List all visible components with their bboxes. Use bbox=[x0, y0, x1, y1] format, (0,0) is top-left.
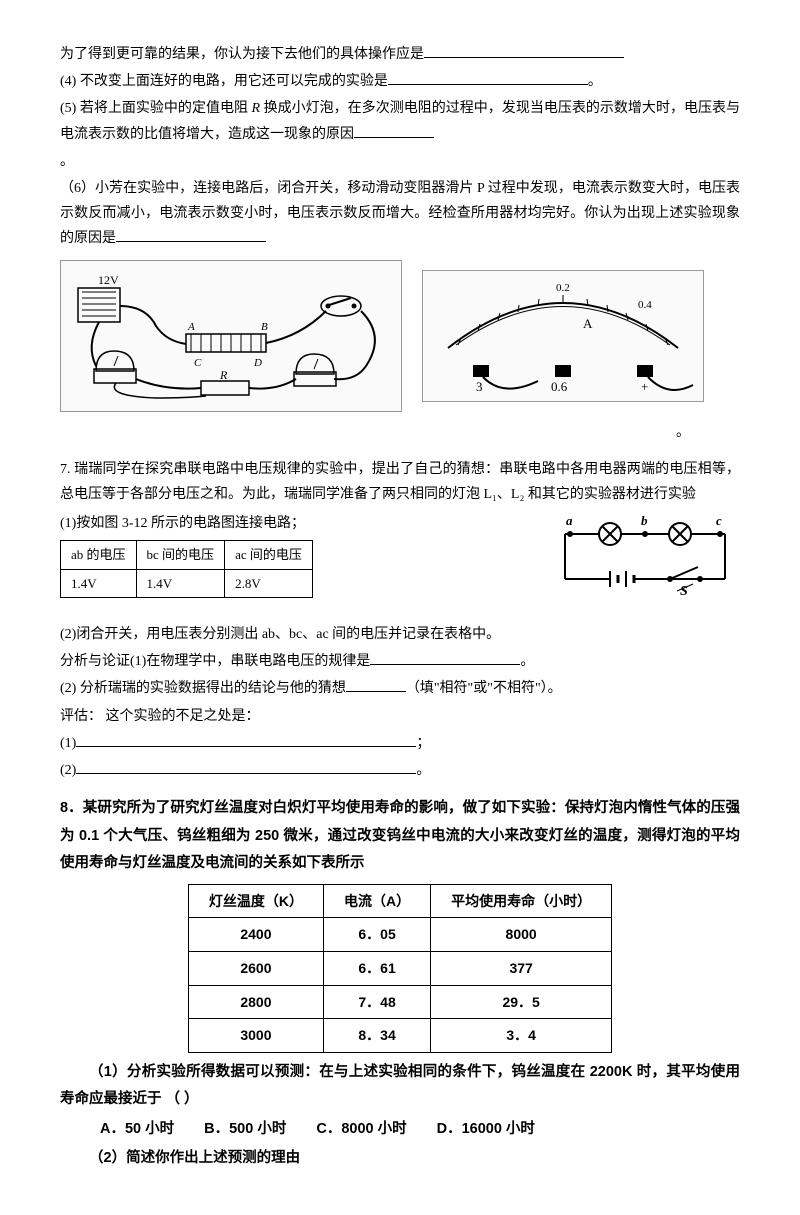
circuit-diagram-left: 12V A B C D bbox=[60, 260, 402, 412]
th: ac 间的电压 bbox=[225, 541, 313, 569]
svg-text:C: C bbox=[194, 357, 202, 369]
q8-intro: 8．某研究所为了研究灯丝温度对白炽灯平均使用寿命的影响，做了如下实验：保持灯泡内… bbox=[60, 795, 740, 878]
switch-icon bbox=[670, 567, 698, 579]
td: 1.4V bbox=[136, 569, 225, 597]
q8-q2: （2）简述你作出上述预测的理由 bbox=[60, 1145, 740, 1173]
q8-block: 8．某研究所为了研究灯丝温度对白炽灯平均使用寿命的影响，做了如下实验：保持灯泡内… bbox=[60, 795, 740, 1173]
blank[interactable] bbox=[354, 123, 434, 138]
svg-text:c: c bbox=[716, 513, 722, 528]
q7-eval: 评估： 这个实验的不足之处是： bbox=[60, 704, 740, 729]
line-q4: (4) 不改变上面连好的电路，用它还可以完成的实验是 。 bbox=[60, 69, 740, 94]
ammeter-icon bbox=[296, 354, 334, 374]
q7-circuit-diagram: a b c S bbox=[550, 509, 740, 599]
table-row: ab 的电压 bc 间的电压 ac 间的电压 bbox=[61, 541, 313, 569]
th: 平均使用寿命（小时） bbox=[431, 884, 612, 918]
line-q6: （6）小芳在实验中，连接电路后，闭合开关，移动滑动变阻器滑片 P 过程中发现，电… bbox=[60, 176, 740, 252]
blank[interactable] bbox=[76, 759, 416, 774]
line-reliable: 为了得到更可靠的结果，你认为接下去他们的具体操作应是 bbox=[60, 42, 740, 67]
th: bc 间的电压 bbox=[136, 541, 225, 569]
terminal-3 bbox=[473, 365, 489, 377]
text: (2) 分析瑞瑞的实验数据得出的结论与他的猜想 bbox=[60, 681, 346, 696]
th: ab 的电压 bbox=[61, 541, 137, 569]
blank[interactable] bbox=[388, 70, 588, 85]
table-row: 灯丝温度（K） 电流（A） 平均使用寿命（小时） bbox=[188, 884, 611, 918]
text: (5) 若将上面实验中的定值电阻 bbox=[60, 101, 252, 116]
th: 电流（A） bbox=[324, 884, 431, 918]
var-r: R bbox=[252, 101, 261, 116]
resistor-icon bbox=[201, 381, 249, 395]
battery-icon bbox=[78, 288, 120, 322]
svg-text:B: B bbox=[261, 321, 268, 333]
blank[interactable] bbox=[76, 732, 416, 747]
text: 为了得到更可靠的结果，你认为接下去他们的具体操作应是 bbox=[60, 47, 424, 62]
q7-ana2: (2) 分析瑞瑞的实验数据得出的结论与他的猜想 （填"相符"或"不相符"）。 bbox=[60, 676, 740, 701]
ammeter-dial: 0.2 0.4 A 3 0.6 + bbox=[422, 270, 704, 402]
q7-sub1: (1)按如图 3-12 所示的电路图连接电路； bbox=[60, 511, 534, 536]
spacer: 。 bbox=[60, 149, 740, 174]
tick-02: 0.2 bbox=[556, 282, 570, 294]
q7-blank1: (1) ； bbox=[60, 731, 740, 756]
semicolon: ； bbox=[416, 736, 430, 751]
th: 灯丝温度（K） bbox=[188, 884, 323, 918]
table-row: 26006．61377 bbox=[188, 951, 611, 985]
q8-q1: （1）分析实验所得数据可以预测：在与上述实验相同的条件下，钨丝温度在 2200K… bbox=[60, 1059, 740, 1114]
table-row: 30008．343．4 bbox=[188, 1019, 611, 1053]
tick-04: 0.4 bbox=[638, 299, 652, 311]
svg-text:+: + bbox=[641, 379, 648, 394]
label: (1) bbox=[60, 736, 76, 751]
label: (2) bbox=[60, 763, 76, 778]
q7-blank2: (2) 。 bbox=[60, 758, 740, 783]
td: 1.4V bbox=[61, 569, 137, 597]
figure-row-q6: 12V A B C D bbox=[60, 260, 740, 412]
voltmeter-icon bbox=[96, 351, 134, 371]
svg-text:a: a bbox=[566, 513, 573, 528]
q7-sub2: (2)闭合开关，用电压表分别测出 ab、bc、ac 间的电压并记录在表格中。 bbox=[60, 622, 740, 647]
blank[interactable] bbox=[370, 650, 520, 665]
terminal-06 bbox=[555, 365, 571, 377]
terminal-plus bbox=[637, 365, 653, 377]
wire bbox=[120, 306, 186, 344]
svg-text:D: D bbox=[253, 357, 262, 369]
blank[interactable] bbox=[116, 227, 266, 242]
option-a[interactable]: A．50 小时 bbox=[100, 1116, 174, 1144]
svg-text:0.6: 0.6 bbox=[551, 379, 568, 394]
svg-text:A: A bbox=[187, 321, 195, 333]
table-row: 1.4V 1.4V 2.8V bbox=[61, 569, 313, 597]
period: 。 bbox=[588, 74, 602, 89]
q7-title: 7. 瑞瑞同学在探究串联电路中电压规律的实验中，提出了自己的猜想：串联电路中各用… bbox=[60, 457, 740, 507]
text: (4) 不改变上面连好的电路，用它还可以完成的实验是 bbox=[60, 74, 388, 89]
table-row: 28007．4829．5 bbox=[188, 985, 611, 1019]
rheostat-icon bbox=[186, 334, 266, 352]
q8-options: A．50 小时 B．500 小时 C．8000 小时 D．16000 小时 bbox=[100, 1116, 740, 1144]
option-c[interactable]: C．8000 小时 bbox=[316, 1116, 406, 1144]
line-q5: (5) 若将上面实验中的定值电阻 R 换成小灯泡，在多次测电阻的过程中，发现当电… bbox=[60, 96, 740, 146]
text: 分析与论证(1)在物理学中，串联电路电压的规律是 bbox=[60, 654, 370, 669]
option-b[interactable]: B．500 小时 bbox=[204, 1116, 286, 1144]
q7-ana1: 分析与论证(1)在物理学中，串联电路电压的规律是 。 bbox=[60, 649, 740, 674]
q7-table: ab 的电压 bc 间的电压 ac 间的电压 1.4V 1.4V 2.8V bbox=[60, 540, 313, 598]
unit-a: A bbox=[583, 316, 593, 331]
svg-text:R: R bbox=[219, 368, 228, 382]
table-row: 24006．058000 bbox=[188, 918, 611, 952]
text: （填"相符"或"不相符"）。 bbox=[406, 681, 562, 696]
blank[interactable] bbox=[424, 43, 624, 58]
td: 2.8V bbox=[225, 569, 313, 597]
svg-text:3: 3 bbox=[476, 379, 483, 394]
option-d[interactable]: D．16000 小时 bbox=[437, 1116, 535, 1144]
label-12v: 12V bbox=[98, 273, 119, 287]
q7-row: (1)按如图 3-12 所示的电路图连接电路； ab 的电压 bc 间的电压 a… bbox=[60, 509, 740, 602]
period-after-fig: 。 bbox=[60, 420, 740, 445]
period: 。 bbox=[520, 654, 534, 669]
period: 。 bbox=[416, 763, 430, 778]
svg-text:b: b bbox=[641, 513, 648, 528]
blank[interactable] bbox=[346, 677, 406, 692]
q8-table: 灯丝温度（K） 电流（A） 平均使用寿命（小时） 24006．058000 26… bbox=[188, 884, 612, 1053]
